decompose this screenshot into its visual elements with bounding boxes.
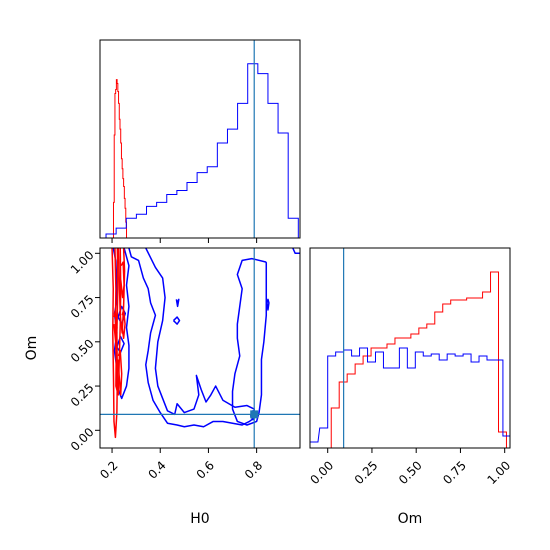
hist-Om-series-1 (310, 347, 510, 448)
hist-Om-xtick-label-0: 0.00 (308, 458, 337, 487)
contour-xtick-label-1: 0.4 (145, 458, 168, 481)
contour-series-0-level-4 (172, 316, 181, 325)
contour-series-0-level-7 (112, 248, 130, 400)
hist-Om-xtick-label-3: 0.75 (440, 458, 469, 487)
hist-Om-xlabel: Om (398, 511, 423, 527)
contour-xlabel: H0 (190, 511, 209, 527)
contour-series-1-level-4 (119, 261, 125, 299)
hist-Om-xtick-label-1: 0.25 (352, 458, 381, 487)
contour-series-0-level-5 (266, 298, 270, 311)
contour-series-0-level-1 (231, 257, 268, 426)
hist-H0-frame (99, 39, 301, 239)
contour-series-0-level-2 (292, 248, 300, 255)
contour-ytick-label-4: 1.00 (68, 248, 97, 277)
contour-truth-marker (250, 410, 259, 419)
contour-frame (99, 247, 301, 449)
contour-series-1-level-6 (120, 309, 126, 340)
hist-Om-xtick-label-4: 1.00 (484, 458, 513, 487)
hist-Om-series-0 (323, 271, 507, 448)
contour-ytick-label-2: 0.50 (68, 337, 97, 366)
contour-ylabel: Om (24, 336, 40, 361)
panel-hist-H0 (99, 39, 301, 243)
contour-series-1-level-0 (111, 248, 119, 439)
contour-series-0-level-0 (128, 248, 255, 428)
contour-series-1-level-3 (117, 349, 123, 396)
contour-xtick-label-2: 0.6 (194, 458, 217, 481)
hist-H0-series-1 (105, 63, 299, 238)
contour-xtick-label-3: 0.8 (242, 458, 265, 481)
panel-contour-H0-Om: 0.2 0.4 0.6 0.8 0.00 0.25 0.50 0.75 1.00 H0 Om (24, 247, 301, 527)
contour-series-1-level-5 (113, 309, 118, 343)
panel-hist-Om: 0.00 0.25 0.50 0.75 1.00 Om (308, 247, 513, 527)
hist-H0-series-0 (112, 79, 128, 238)
contour-ytick-label-1: 0.25 (68, 381, 97, 410)
contour-xtick-label-0: 0.2 (97, 458, 120, 481)
contour-ytick-label-0: 0.00 (68, 425, 97, 454)
hist-Om-frame (309, 247, 511, 449)
hist-Om-xtick-label-2: 0.50 (396, 458, 425, 487)
contour-series-0-level-3 (175, 298, 180, 308)
contour-ytick-label-3: 0.75 (68, 292, 97, 321)
